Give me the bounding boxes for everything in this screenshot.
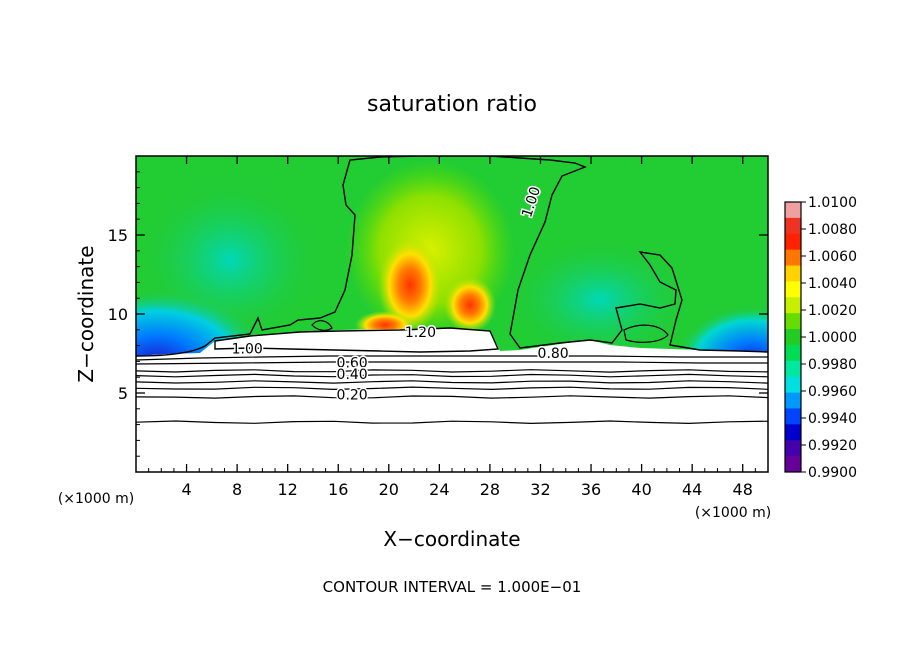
y-axis-label: Z−coordinate: [74, 245, 98, 382]
contour-patch: [311, 320, 333, 331]
contour-label-halo: 1.00: [232, 342, 263, 358]
colorbar-label: 0.9940: [808, 411, 857, 427]
contour-line: [136, 420, 768, 425]
colorbar-label: 0.9900: [808, 465, 857, 481]
colorbar-cell: [785, 440, 801, 457]
colorbar-cell: [785, 249, 801, 267]
colorbar-cell: [785, 329, 801, 346]
chart-title: saturation ratio: [367, 92, 537, 117]
contour-line-0-70: [136, 361, 768, 365]
contour-line: [136, 380, 768, 384]
x-tick-label: 40: [631, 480, 651, 499]
colorbar-cell: [785, 202, 801, 219]
contour-line: [136, 395, 768, 399]
colorbar-label: 1.0020: [808, 303, 857, 319]
colorbar-label: 1.0100: [808, 195, 857, 211]
x-tick-label: 4: [181, 480, 191, 499]
contour-label: 1.20: [405, 325, 436, 341]
field-hot-core: [378, 237, 442, 333]
x-tick-label: 16: [328, 480, 348, 499]
x-axis-label: X−coordinate: [383, 527, 520, 551]
contour-label-halo: 0.40: [337, 367, 368, 383]
field-cool-patch: [510, 240, 690, 360]
plot-area: 1.001.001.201.201.001.00 0.800.800.600.60…: [136, 156, 768, 472]
contour-label-halo: 0.80: [538, 346, 569, 362]
y-tick-label: 10: [108, 305, 128, 324]
colorbar-label: 1.0060: [808, 249, 857, 265]
contour-label: 1.00: [232, 342, 263, 358]
colorbar-cell: [785, 344, 801, 362]
field-hot-core: [444, 277, 496, 333]
contour-label: 0.80: [538, 346, 569, 362]
colorbar-cell: [785, 233, 801, 251]
colorbar-cell: [785, 313, 801, 330]
colorbar-cell: [785, 265, 801, 282]
x-tick-label: 12: [278, 480, 298, 499]
colorbar-cell: [785, 424, 801, 441]
colorbar-cell: [785, 392, 801, 409]
colorbar-cell: [785, 297, 801, 314]
colorbar: 1.0100 1.0080 1.0060 1.0040 1.0020 1.0000 0.99…: [784, 195, 857, 481]
x-tick-label: 20: [379, 480, 399, 499]
colorbar-cell: [785, 217, 801, 235]
x-tick-label: 48: [733, 480, 753, 499]
colorbar-cell: [785, 408, 801, 425]
colorbar-cell: [785, 281, 801, 298]
colorbar-label: 0.9920: [808, 438, 857, 454]
contour-label: 0.20: [337, 387, 368, 403]
x-tick-label: 28: [480, 480, 500, 499]
colorbar-label: 0.9980: [808, 357, 857, 373]
x-unit-left: (×1000 m): [58, 491, 134, 507]
x-tick-label: 36: [581, 480, 601, 499]
x-tick-label: 32: [530, 480, 550, 499]
colorbar-label: 1.0080: [808, 222, 857, 238]
x-unit-right: (×1000 m): [695, 505, 771, 521]
contour-label: 0.60: [337, 356, 368, 372]
contour-label: 0.40: [337, 367, 368, 383]
colorbar-label: 1.0040: [808, 276, 857, 292]
x-tick-label: 44: [682, 480, 702, 499]
contour-patch: [623, 324, 669, 343]
contour-label-halo: 0.60: [337, 356, 368, 372]
contour-interval-note: CONTOUR INTERVAL = 1.000E−01: [323, 578, 582, 596]
lower-layer: [136, 328, 768, 472]
contour-line-1-20: [214, 327, 500, 353]
colorbar-label: 1.0000: [808, 330, 857, 346]
contour-label-halo: 0.20: [337, 387, 368, 403]
colorbar-cell: [785, 360, 801, 378]
colorbar-cell: [785, 456, 801, 473]
x-tick-label: 8: [232, 480, 242, 499]
contour-line: [136, 369, 768, 373]
contour-line-1-00: [136, 156, 768, 357]
x-tick-label: 24: [429, 480, 449, 499]
y-tick-label: 15: [108, 226, 128, 245]
contour-label-halo: 1.20: [405, 325, 436, 341]
contour-line: [136, 386, 768, 391]
colorbar-cell: [785, 376, 801, 394]
contour-line: [136, 373, 768, 378]
contour-line-0-80: [136, 355, 768, 361]
y-tick-label: 5: [118, 384, 128, 403]
colorbar-label: 0.9960: [808, 384, 857, 400]
